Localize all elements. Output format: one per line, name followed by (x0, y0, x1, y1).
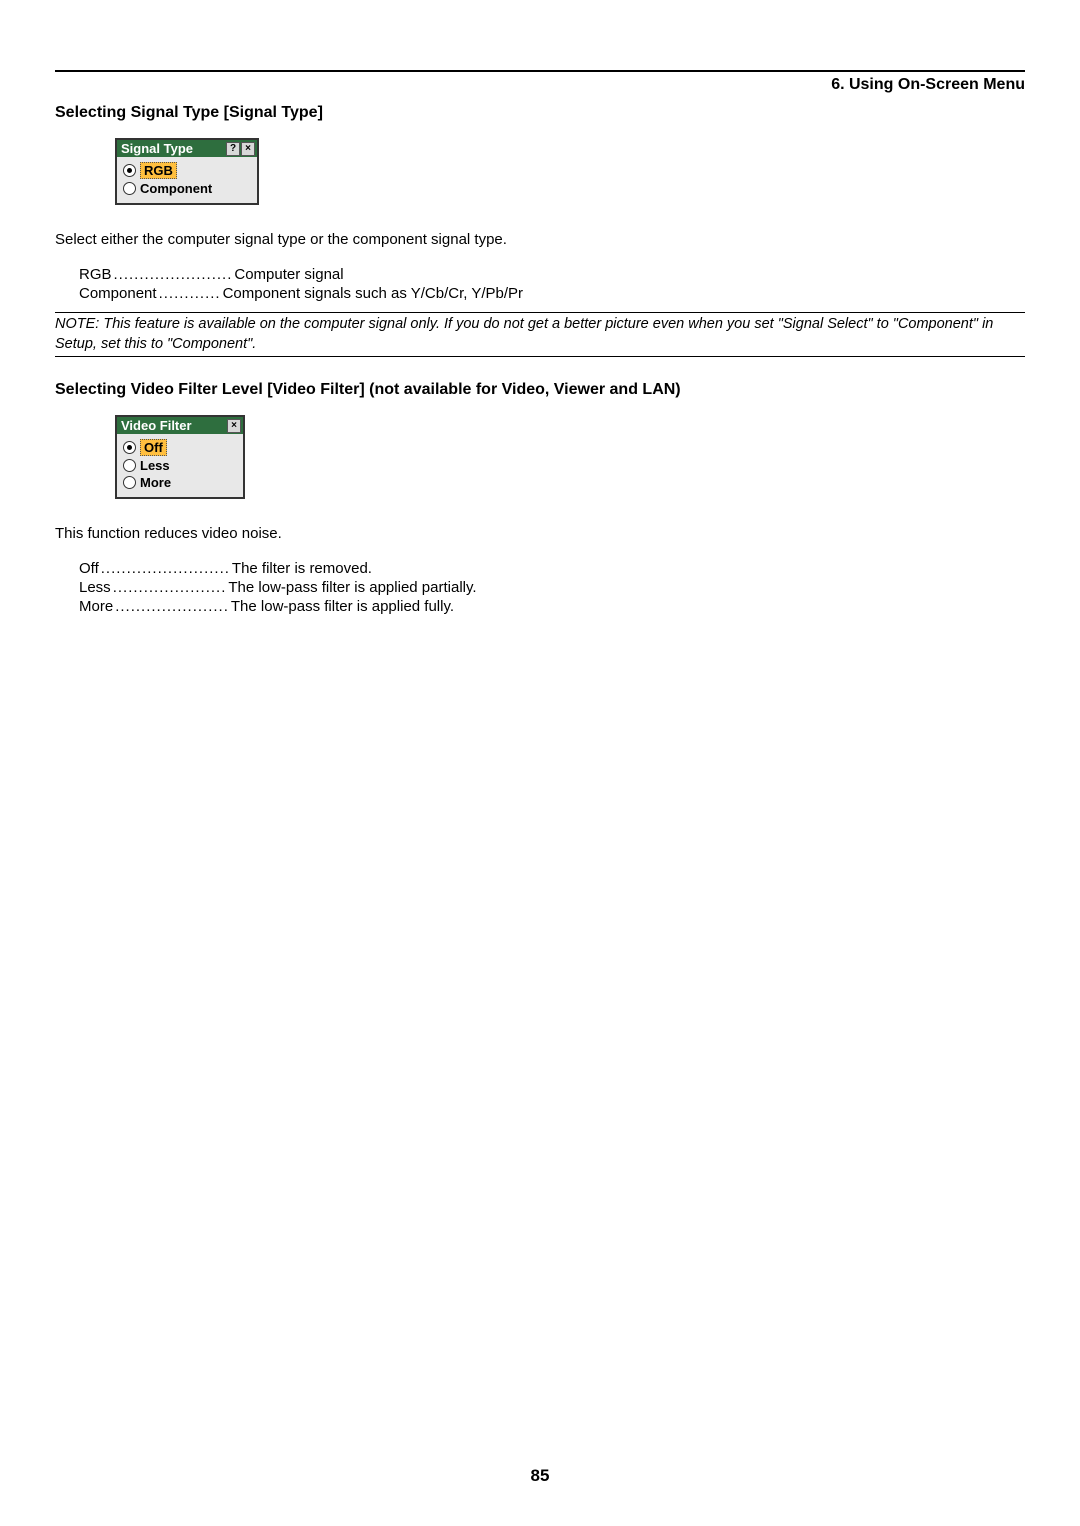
def-term: More (79, 598, 113, 615)
section1-definitions: RGB ....................... Computer sig… (79, 266, 1025, 302)
def-row: More ...................... The low-pass… (79, 598, 1025, 615)
dialog-titlebar: Video Filter × (117, 417, 243, 434)
radio-label: Less (140, 458, 170, 473)
def-row: Off ......................... The filter… (79, 560, 1025, 577)
radio-label: More (140, 475, 171, 490)
dialog-title: Video Filter (121, 418, 192, 433)
def-row: Component ............ Component signals… (79, 285, 1025, 302)
dialog-titlebar: Signal Type ? × (117, 140, 257, 157)
section1-intro: Select either the computer signal type o… (55, 231, 1025, 248)
def-dots: ...................... (113, 579, 227, 596)
radio-label: Off (140, 439, 167, 456)
radio-icon (123, 182, 136, 195)
def-dots: ......................... (101, 560, 230, 577)
dialog-title: Signal Type (121, 141, 193, 156)
radio-label: Component (140, 181, 212, 196)
def-desc: The filter is removed. (232, 560, 372, 577)
def-dots: ...................... (115, 598, 229, 615)
close-icon[interactable]: × (241, 142, 255, 156)
radio-icon (123, 459, 136, 472)
close-icon[interactable]: × (227, 419, 241, 433)
radio-option-more[interactable]: More (123, 474, 233, 491)
radio-option-component[interactable]: Component (123, 180, 247, 197)
section2-intro: This function reduces video noise. (55, 525, 1025, 542)
radio-label: RGB (140, 162, 177, 179)
dialog-body: Off Less More (117, 434, 243, 497)
radio-icon (123, 164, 136, 177)
section2-definitions: Off ......................... The filter… (79, 560, 1025, 615)
def-term: Off (79, 560, 99, 577)
dialog-body: RGB Component (117, 157, 257, 203)
def-term: Less (79, 579, 111, 596)
section1-heading: Selecting Signal Type [Signal Type] (55, 104, 1025, 122)
section2-heading: Selecting Video Filter Level [Video Filt… (55, 381, 1025, 399)
def-desc: The low-pass filter is applied partially… (228, 579, 476, 596)
def-desc: Component signals such as Y/Cb/Cr, Y/Pb/… (223, 285, 523, 302)
signal-type-dialog: Signal Type ? × RGB Component (115, 138, 259, 205)
radio-option-rgb[interactable]: RGB (123, 161, 247, 180)
def-row: RGB ....................... Computer sig… (79, 266, 1025, 283)
radio-option-off[interactable]: Off (123, 438, 233, 457)
def-row: Less ...................... The low-pass… (79, 579, 1025, 596)
radio-option-less[interactable]: Less (123, 457, 233, 474)
def-desc: The low-pass filter is applied fully. (231, 598, 454, 615)
def-term: RGB (79, 266, 112, 283)
page-number: 85 (0, 1466, 1080, 1486)
help-icon[interactable]: ? (226, 142, 240, 156)
video-filter-dialog: Video Filter × Off Less More (115, 415, 245, 499)
manual-page: 6. Using On-Screen Menu Selecting Signal… (0, 0, 1080, 1526)
radio-icon (123, 441, 136, 454)
chapter-header: 6. Using On-Screen Menu (55, 74, 1025, 94)
def-dots: ............ (159, 285, 221, 302)
top-rule (55, 70, 1025, 72)
radio-icon (123, 476, 136, 489)
def-desc: Computer signal (234, 266, 343, 283)
section1-note: NOTE: This feature is available on the c… (55, 312, 1025, 357)
def-dots: ....................... (114, 266, 233, 283)
def-term: Component (79, 285, 157, 302)
